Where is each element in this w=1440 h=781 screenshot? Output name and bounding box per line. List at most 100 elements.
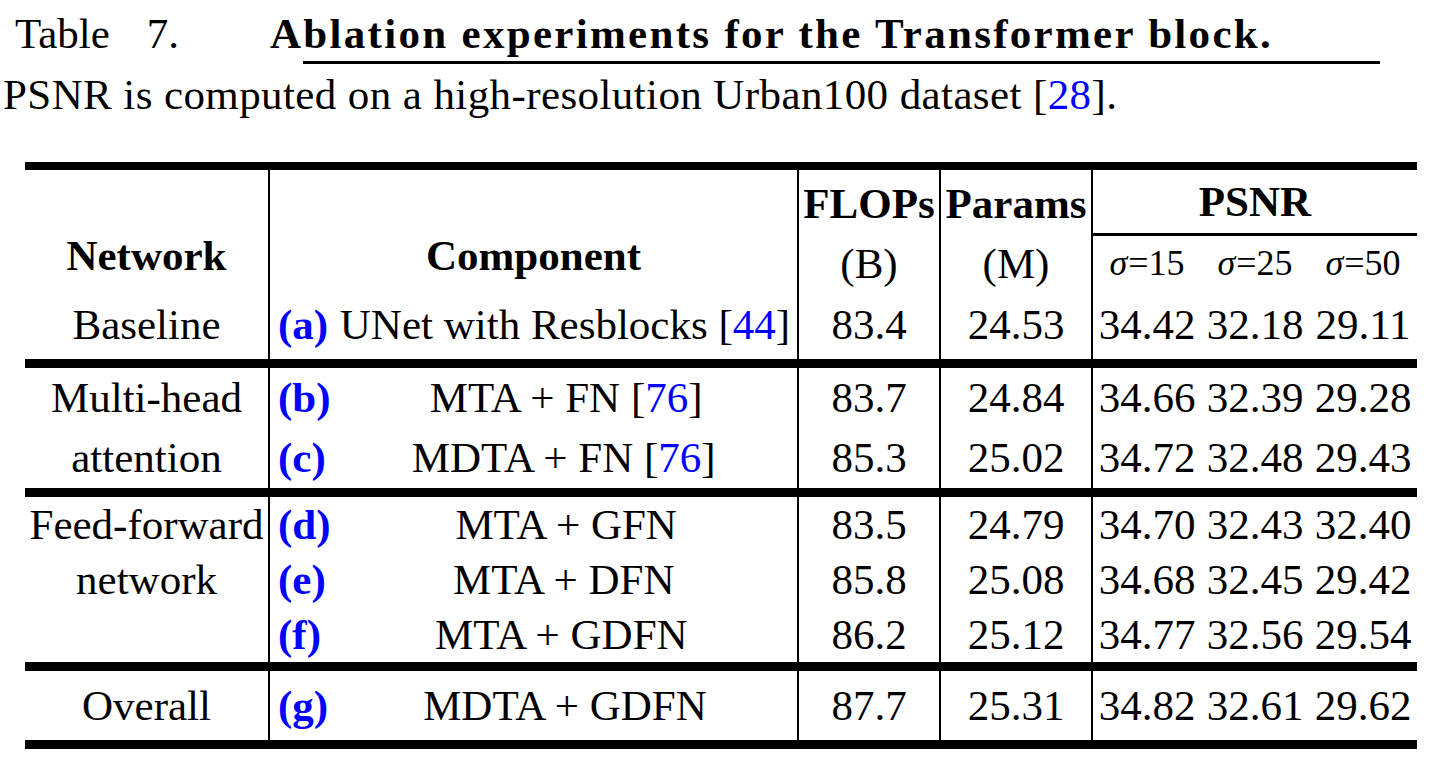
citation-link[interactable]: 28 xyxy=(1048,71,1092,118)
group-label: network xyxy=(25,552,268,607)
flops-value: 83.4 xyxy=(797,290,939,359)
group-label: Baseline xyxy=(25,290,268,359)
psnr-value: 34.82 xyxy=(1093,681,1201,730)
citation-link[interactable]: 76 xyxy=(658,434,701,481)
table-body: Baseline(a) UNet with Resblocks [44]83.4… xyxy=(25,290,1417,749)
table-section: Overall(g) MDTA + GDFN87.725.3134.8232.6… xyxy=(25,671,1417,740)
citation-link[interactable]: 44 xyxy=(733,301,776,348)
caption-title: Ablation experiments for the Transformer… xyxy=(270,10,1260,57)
psnr-value: 32.56 xyxy=(1201,610,1309,659)
sigma-symbol: σ xyxy=(1325,242,1343,284)
caption-line2-text: PSNR is computed on a high-resolution Ur… xyxy=(3,71,1048,118)
flops-value: 85.3 xyxy=(797,428,939,488)
params-value: 24.79 xyxy=(939,497,1091,552)
group-label: attention xyxy=(25,428,268,488)
row-tag: (d) xyxy=(270,500,341,549)
row-tag: (e) xyxy=(270,555,336,604)
row-tag: (a) xyxy=(270,300,339,349)
header-network: Network xyxy=(25,170,268,290)
table-section: Multi-headattention(b) MTA + FN [76]83.7… xyxy=(25,368,1417,488)
row-tag: (g) xyxy=(270,681,339,730)
table-section: Feed-forwardnetwork(d) MTA + GFN83.524.7… xyxy=(25,497,1417,663)
component-text: MDTA + GDFN xyxy=(423,682,707,729)
component-text: ] xyxy=(776,301,790,348)
params-value: 24.53 xyxy=(939,290,1091,359)
psnr-values: 34.7032.4332.40 xyxy=(1091,497,1417,552)
psnr-values: 34.7232.4829.43 xyxy=(1091,428,1417,488)
psnr-sigma-row: σ=15σ=25σ=50 xyxy=(1093,236,1417,290)
params-value: 25.08 xyxy=(939,552,1091,607)
header-psnr-label: PSNR xyxy=(1093,170,1417,233)
row-tag: (c) xyxy=(270,433,336,482)
component-desc: MTA + DFN xyxy=(336,555,797,604)
psnr-value: 29.43 xyxy=(1309,433,1417,482)
caption-title-period: . xyxy=(1260,10,1271,57)
flops-value: 86.2 xyxy=(797,607,939,662)
row-tag: (b) xyxy=(270,373,341,422)
params-value: 25.31 xyxy=(939,671,1091,740)
component-text: MDTA + FN [ xyxy=(412,434,659,481)
table-rule xyxy=(25,162,1417,170)
component-desc: MDTA + FN [76] xyxy=(336,433,797,482)
caption-line1: Table 7. Ablation experiments for the Tr… xyxy=(0,10,1440,62)
psnr-values: 34.4232.1829.11 xyxy=(1091,290,1417,359)
psnr-value: 29.28 xyxy=(1309,373,1417,422)
network-group-cell: Multi-headattention xyxy=(25,368,268,488)
component-text: ] xyxy=(701,434,715,481)
params-value: 24.84 xyxy=(939,368,1091,428)
psnr-value: 32.48 xyxy=(1201,433,1309,482)
table-caption-label: Table 7. xyxy=(15,10,179,58)
psnr-value: 32.40 xyxy=(1309,500,1417,549)
params-value: 25.02 xyxy=(939,428,1091,488)
table-section: Baseline(a) UNet with Resblocks [44]83.4… xyxy=(25,290,1417,359)
psnr-values: 34.8232.6129.62 xyxy=(1091,671,1417,740)
component-desc: MDTA + GDFN xyxy=(339,681,797,730)
flops-value: 83.5 xyxy=(797,497,939,552)
table-rule xyxy=(25,662,1417,671)
component-text: UNet with Resblocks [ xyxy=(340,301,733,348)
header-flops-unit: (B) xyxy=(799,236,939,290)
psnr-value: 29.54 xyxy=(1309,610,1417,659)
component-cell: (b) MTA + FN [76] xyxy=(268,368,797,428)
network-group-cell: Overall xyxy=(25,671,268,740)
psnr-value: 34.42 xyxy=(1093,300,1201,349)
header-flops-label: FLOPs xyxy=(799,170,939,236)
citation-link[interactable]: 76 xyxy=(645,374,688,421)
header-component: Component xyxy=(268,170,797,290)
flops-value: 87.7 xyxy=(797,671,939,740)
component-text: MTA + FN [ xyxy=(430,374,646,421)
header-psnr: PSNR σ=15σ=25σ=50 xyxy=(1091,170,1417,290)
caption-title-underline xyxy=(303,61,1380,64)
psnr-value: 32.45 xyxy=(1201,555,1309,604)
header-flops: FLOPs (B) xyxy=(797,170,939,290)
psnr-values: 34.6632.3929.28 xyxy=(1091,368,1417,428)
psnr-value: 29.62 xyxy=(1309,681,1417,730)
component-cell: (f) MTA + GDFN xyxy=(268,607,797,662)
ablation-table: Network Component FLOPs (B) Params (M) P… xyxy=(25,162,1417,749)
component-cell: (g) MDTA + GDFN xyxy=(268,671,797,740)
header-params-label: Params xyxy=(941,170,1091,236)
flops-value: 85.8 xyxy=(797,552,939,607)
psnr-value: 32.39 xyxy=(1201,373,1309,422)
group-label: Multi-head xyxy=(25,368,268,428)
group-label: Feed-forward xyxy=(25,497,268,552)
psnr-value: 32.61 xyxy=(1201,681,1309,730)
psnr-value: 34.77 xyxy=(1093,610,1201,659)
sigma-col-label: σ=15 xyxy=(1093,236,1201,290)
psnr-value: 34.68 xyxy=(1093,555,1201,604)
sigma-value: =25 xyxy=(1236,242,1292,284)
component-cell: (d) MTA + GFN xyxy=(268,497,797,552)
table-rule xyxy=(25,359,1417,368)
psnr-value: 32.18 xyxy=(1201,300,1309,349)
psnr-value: 32.43 xyxy=(1201,500,1309,549)
header-params-unit: (M) xyxy=(941,236,1091,290)
sigma-col-label: σ=25 xyxy=(1201,236,1309,290)
component-desc: MTA + GFN xyxy=(341,500,797,549)
row-tag: (f) xyxy=(270,610,332,659)
table-rule xyxy=(25,740,1417,749)
component-cell: (c) MDTA + FN [76] xyxy=(268,428,797,488)
psnr-value: 29.11 xyxy=(1309,300,1417,349)
caption-title-wrap: Ablation experiments for the Transformer… xyxy=(270,10,1271,58)
table-header: Network Component FLOPs (B) Params (M) P… xyxy=(25,170,1417,290)
caption-line2-text-end: ]. xyxy=(1092,71,1118,118)
